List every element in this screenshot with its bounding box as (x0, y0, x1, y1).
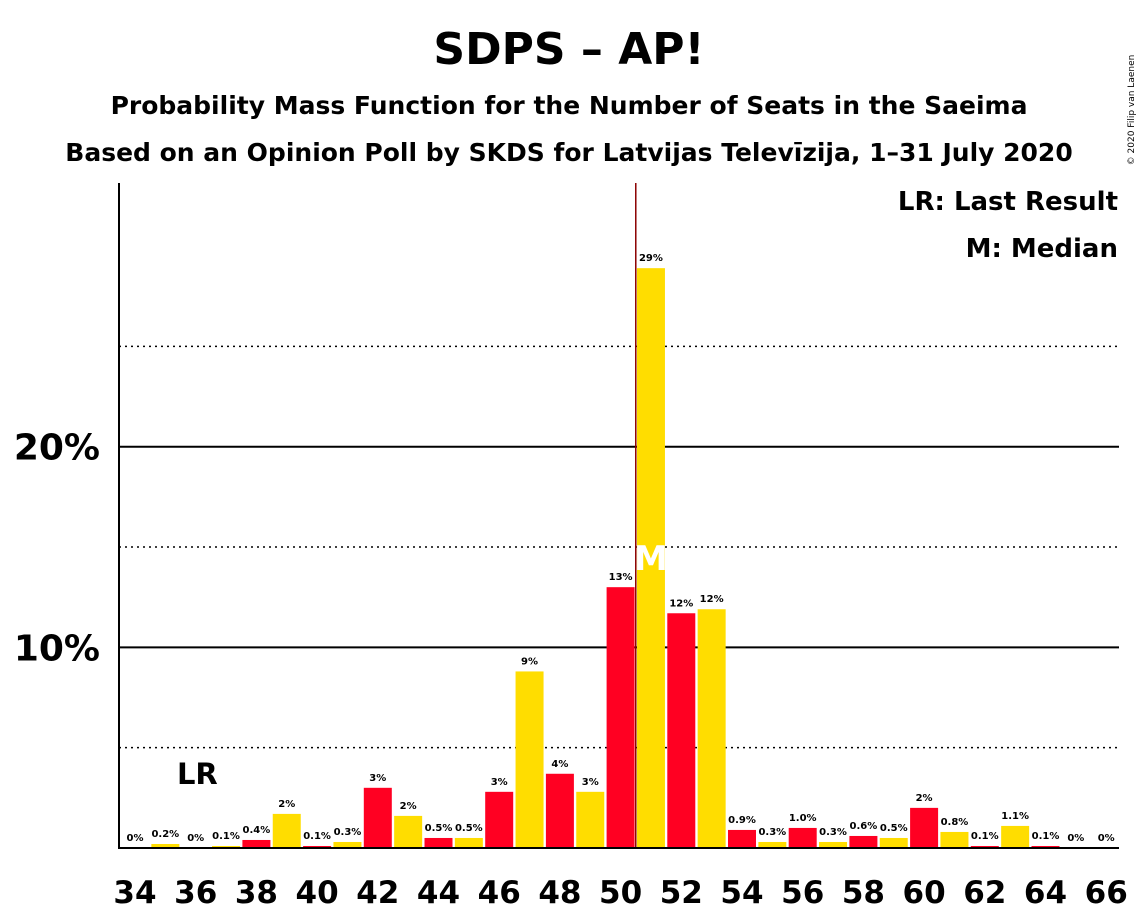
x-tick-label: 58 (842, 875, 885, 911)
x-tick-label: 48 (538, 875, 581, 911)
x-tick-label: 40 (296, 875, 339, 911)
bar (667, 613, 696, 848)
last-result-marker: LR (177, 757, 218, 791)
chart-subtitle-poll: Based on an Opinion Poll by SKDS for Lat… (65, 138, 1072, 167)
data-label: 0.6% (850, 821, 878, 832)
x-tick-label: 66 (1085, 875, 1128, 911)
data-label: 9% (521, 656, 538, 667)
x-tick-label: 44 (417, 875, 460, 911)
x-tick-labels: 34 36 38 40 42 44 46 48 50 52 54 56 58 60 62 64 66 (113, 875, 1127, 911)
bar (1031, 845, 1060, 848)
bar (636, 268, 665, 849)
x-tick-label: 62 (963, 875, 1006, 911)
data-label: 2% (400, 801, 417, 812)
bar (242, 839, 271, 848)
data-label: 0.3% (819, 827, 847, 838)
data-label: 4% (551, 759, 568, 770)
bar (394, 815, 423, 848)
data-label: 0.1% (971, 831, 999, 842)
x-tick-label: 42 (356, 875, 399, 911)
data-label: 0.1% (1032, 831, 1060, 842)
bar (758, 841, 787, 848)
data-label: 12% (669, 598, 693, 609)
x-tick-label: 54 (720, 875, 763, 911)
bar (212, 845, 241, 848)
copyright-note: © 2020 Filip van Laenen (1127, 55, 1137, 166)
data-label: 0% (187, 833, 204, 844)
bar (910, 807, 939, 848)
bar (970, 845, 999, 848)
y-tick-labels: 10% 20% (14, 428, 100, 670)
bar (333, 841, 362, 848)
chart-subtitle: Probability Mass Function for the Number… (111, 91, 1028, 120)
bar (819, 841, 848, 848)
data-label: 0.3% (334, 827, 362, 838)
data-label: 0.4% (243, 825, 271, 836)
data-label: 13% (609, 572, 633, 583)
data-label: 12% (700, 594, 724, 605)
bar (272, 813, 301, 848)
data-label: 2% (278, 799, 295, 810)
data-label: 2% (916, 793, 933, 804)
data-label: 0% (1067, 833, 1084, 844)
data-label: 3% (582, 777, 599, 788)
bar (697, 609, 726, 848)
data-label: 0.5% (455, 823, 483, 834)
bar (545, 773, 574, 848)
bar (151, 843, 180, 848)
x-tick-label: 36 (174, 875, 217, 911)
bar (485, 791, 514, 848)
x-tick-label: 50 (599, 875, 642, 911)
data-label: 0.2% (151, 829, 179, 840)
bar (606, 587, 635, 848)
bar (849, 835, 878, 848)
y-tick-label: 10% (14, 628, 100, 669)
data-labels: 0% 0.2% 0% 0.1%0.4%2%0.1% 0.3%3%2%0.5% 0.5%3%… (127, 253, 1115, 844)
bar (424, 837, 453, 848)
y-tick-label: 20% (14, 428, 100, 469)
x-tick-label: 38 (235, 875, 278, 911)
data-label: 0.1% (303, 831, 331, 842)
bar (303, 845, 332, 848)
data-label: 3% (491, 777, 508, 788)
data-label: 1.1% (1001, 811, 1029, 822)
data-label: 0.1% (212, 831, 240, 842)
legend-last-result: LR: Last Result (898, 187, 1118, 217)
x-tick-label: 60 (903, 875, 946, 911)
bar (728, 829, 756, 848)
bar (788, 827, 817, 848)
data-label: 0% (127, 833, 144, 844)
data-label: 0.9% (728, 815, 756, 826)
x-tick-label: 52 (660, 875, 703, 911)
x-tick-label: 64 (1024, 875, 1067, 911)
data-label: 0.8% (941, 817, 969, 828)
x-tick-label: 56 (781, 875, 824, 911)
data-label: 0.5% (425, 823, 453, 834)
median-marker: M (634, 539, 668, 579)
data-label: 0% (1098, 833, 1115, 844)
chart-title: SDPS – AP! (433, 24, 704, 75)
data-label: 3% (369, 773, 386, 784)
x-tick-label: 34 (113, 875, 156, 911)
bar (454, 837, 483, 848)
data-label: 0.5% (880, 823, 908, 834)
data-label: 0.3% (758, 827, 786, 838)
legend-median: M: Median (966, 234, 1118, 264)
bar (940, 831, 969, 848)
bars (151, 268, 1060, 849)
markers: M LR (177, 183, 668, 848)
data-label: 29% (639, 253, 663, 264)
bar (576, 791, 605, 848)
bar (1001, 825, 1030, 848)
bar (879, 837, 908, 848)
bar (515, 671, 544, 848)
bar (363, 787, 392, 848)
data-label: 1.0% (789, 813, 817, 824)
x-tick-label: 46 (478, 875, 521, 911)
